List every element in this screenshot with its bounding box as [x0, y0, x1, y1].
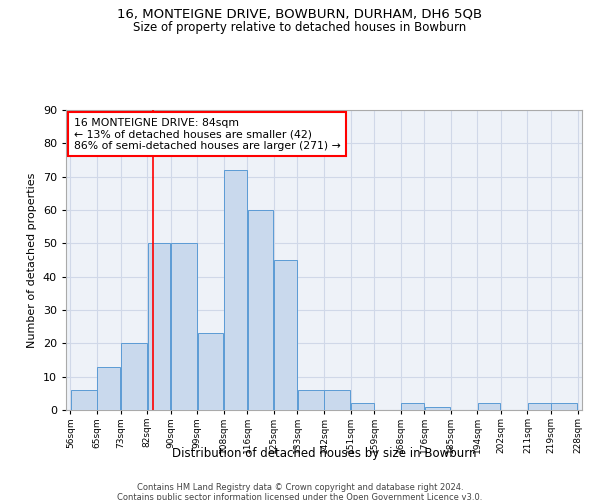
Bar — [401, 404, 424, 410]
Bar — [551, 404, 577, 410]
Text: Distribution of detached houses by size in Bowburn: Distribution of detached houses by size … — [172, 448, 476, 460]
Bar — [528, 404, 551, 410]
Bar — [248, 210, 274, 410]
Bar — [71, 390, 97, 410]
Bar — [325, 390, 350, 410]
Bar — [351, 404, 374, 410]
Bar — [148, 244, 170, 410]
Text: 16, MONTEIGNE DRIVE, BOWBURN, DURHAM, DH6 5QB: 16, MONTEIGNE DRIVE, BOWBURN, DURHAM, DH… — [118, 8, 482, 20]
Bar — [121, 344, 146, 410]
Bar — [224, 170, 247, 410]
Bar — [478, 404, 500, 410]
Bar — [97, 366, 120, 410]
Text: 16 MONTEIGNE DRIVE: 84sqm
← 13% of detached houses are smaller (42)
86% of semi-: 16 MONTEIGNE DRIVE: 84sqm ← 13% of detac… — [74, 118, 340, 150]
Y-axis label: Number of detached properties: Number of detached properties — [27, 172, 37, 348]
Bar — [298, 390, 323, 410]
Bar — [171, 244, 197, 410]
Text: Size of property relative to detached houses in Bowburn: Size of property relative to detached ho… — [133, 21, 467, 34]
Text: Contains HM Land Registry data © Crown copyright and database right 2024.: Contains HM Land Registry data © Crown c… — [137, 482, 463, 492]
Text: Contains public sector information licensed under the Open Government Licence v3: Contains public sector information licen… — [118, 492, 482, 500]
Bar — [274, 260, 297, 410]
Bar — [425, 406, 451, 410]
Bar — [197, 334, 223, 410]
